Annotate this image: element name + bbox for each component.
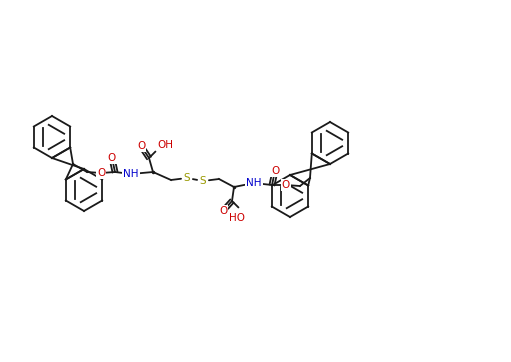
Text: O: O bbox=[282, 180, 290, 190]
Text: NH: NH bbox=[246, 178, 262, 188]
Text: S: S bbox=[183, 173, 190, 183]
Text: O: O bbox=[271, 166, 279, 176]
Text: O: O bbox=[219, 206, 227, 216]
Text: OH: OH bbox=[157, 140, 173, 150]
Text: NH: NH bbox=[123, 169, 139, 179]
Text: O: O bbox=[137, 141, 145, 151]
Text: O: O bbox=[108, 153, 116, 163]
Text: S: S bbox=[200, 176, 206, 186]
Text: O: O bbox=[97, 168, 105, 178]
Text: HO: HO bbox=[229, 213, 245, 223]
